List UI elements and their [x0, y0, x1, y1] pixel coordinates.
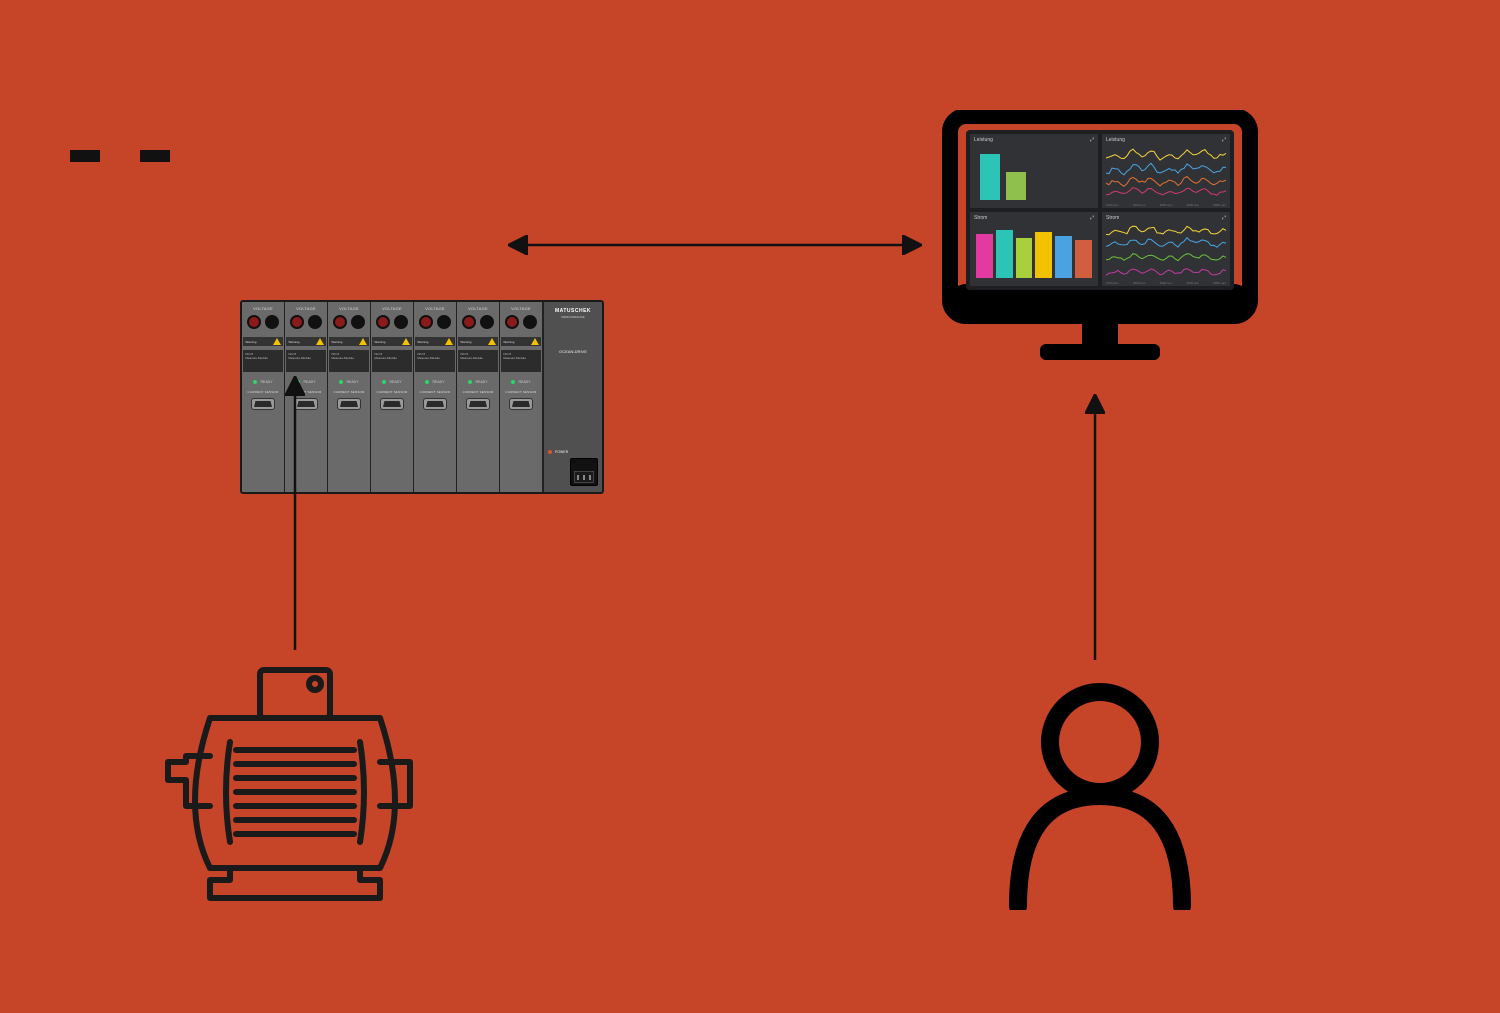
flow-arrows	[0, 0, 1500, 1013]
diagram-canvas: VOLTAGEWarningISO 8Measure-ModuleREADYCU…	[0, 0, 1500, 1013]
